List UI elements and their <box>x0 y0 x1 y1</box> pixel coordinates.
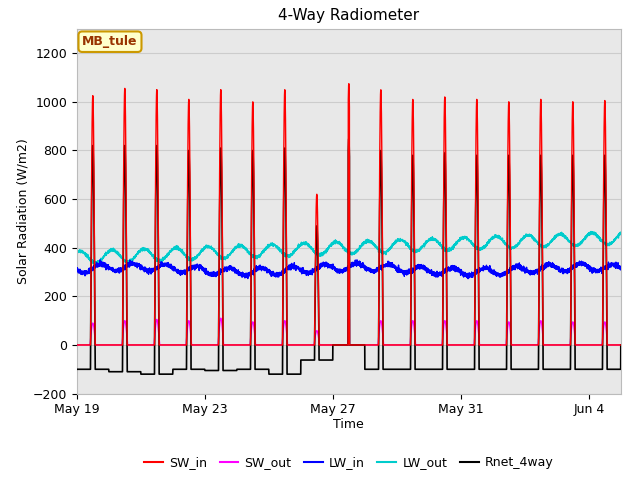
Title: 4-Way Radiometer: 4-Way Radiometer <box>278 9 419 24</box>
Text: MB_tule: MB_tule <box>82 35 138 48</box>
Y-axis label: Solar Radiation (W/m2): Solar Radiation (W/m2) <box>17 138 30 284</box>
Legend: SW_in, SW_out, LW_in, LW_out, Rnet_4way: SW_in, SW_out, LW_in, LW_out, Rnet_4way <box>139 451 559 474</box>
X-axis label: Time: Time <box>333 418 364 431</box>
